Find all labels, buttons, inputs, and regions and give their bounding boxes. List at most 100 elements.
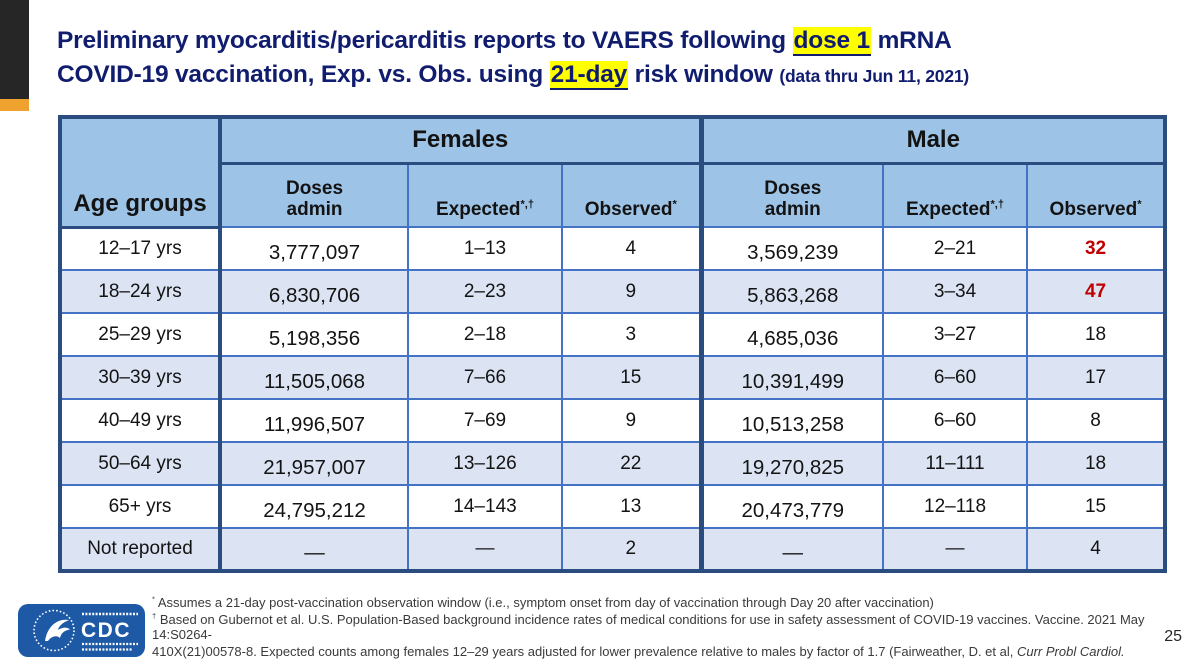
male-expected-cell: 3–34 [882,269,1029,314]
table-row: Not reported — — 2 — — 4 [59,527,1167,572]
vaers-table: Age groups Females Male Doses admin Expec… [58,115,1168,573]
page-number: 25 [1164,628,1182,645]
table-row: 50–64 yrs 21,957,007 13–126 22 19,270,82… [59,441,1167,486]
age-cell: Not reported [59,527,222,572]
male-observed-cell: 18 [1026,441,1167,486]
male-doses-admin-header: Doses admin [700,162,885,228]
male-doses-cell: 3,569,239 [700,226,885,271]
age-cell: 12–17 yrs [59,226,222,271]
age-cell: 65+ yrs [59,484,222,529]
females-observed-cell: 13 [560,484,704,529]
table-row: 25–29 yrs 5,198,356 2–18 3 4,685,036 3–2… [59,312,1167,357]
male-doses-cell: 19,270,825 [700,441,885,486]
females-expected-cell: 2–23 [407,269,563,314]
male-doses-cell: 4,685,036 [700,312,885,357]
title-line-2: COVID-19 vaccination, Exp. vs. Obs. usin… [57,58,1177,93]
slide-title: Preliminary myocarditis/pericarditis rep… [57,24,1177,93]
footnote-2-text: Based on Gubernot et al. U.S. Population… [152,611,1145,643]
observed-header-sup: * [1137,198,1142,211]
females-observed-cell: 3 [560,312,704,357]
footnotes: * Assumes a 21-day post-vaccination obse… [152,595,1152,660]
females-group-header: Females [218,116,704,165]
footnote-2-line-2: 410X(21)00578-8. Expected counts among f… [152,644,1152,660]
title-text: risk window [628,61,780,88]
male-expected-cell: — [882,527,1029,572]
cdc-logo-text: CDC [81,619,131,642]
male-observed-cell: 4 [1026,527,1167,572]
cdc-logo: CDC [18,604,145,657]
male-observed-cell: 8 [1026,398,1167,443]
title-date-note: (data thru Jun 11, 2021) [779,66,970,86]
females-doses-cell: 5,198,356 [219,312,409,357]
females-expected-cell: 2–18 [407,312,563,357]
doses-header-line2: admin [764,199,821,220]
age-groups-header: Age groups [59,116,222,229]
title-line-1: Preliminary myocarditis/pericarditis rep… [57,24,1177,58]
table-row: 12–17 yrs 3,777,097 1–13 4 3,569,239 2–2… [59,226,1167,271]
females-doses-cell: 21,957,007 [219,441,409,486]
male-observed-cell: 18 [1026,312,1167,357]
females-expected-header: Expected*,† [407,162,563,228]
observed-header-label: Observed [584,199,673,220]
expected-header-label: Expected [906,199,991,220]
slide-edge-bar-black [0,0,29,99]
footnote-2-text-continued: 410X(21)00578-8. Expected counts among f… [152,643,1017,659]
highlight-dose-1: dose 1 [792,27,871,56]
title-text: COVID-19 vaccination, Exp. vs. Obs. usin… [57,61,550,88]
vaers-table-container: Age groups Females Male Doses admin Expec… [58,115,1168,573]
highlight-21-day: 21-day [549,61,629,90]
male-expected-cell: 6–60 [882,355,1029,400]
doses-header-line1: Doses [764,178,822,199]
table-row: 65+ yrs 24,795,212 14–143 13 20,473,779 … [59,484,1167,529]
age-cell: 40–49 yrs [59,398,222,443]
age-cell: 18–24 yrs [59,269,222,314]
table-row: 18–24 yrs 6,830,706 2–23 9 5,863,268 3–3… [59,269,1167,314]
footnote-2-line-1: † Based on Gubernot et al. U.S. Populati… [152,612,1152,643]
male-expected-header: Expected*,† [882,162,1029,228]
females-observed-cell: 9 [560,398,704,443]
male-expected-cell: 12–118 [882,484,1029,529]
females-observed-cell: 9 [560,269,704,314]
hhs-eagle-icon [45,619,70,641]
females-expected-cell: — [407,527,563,572]
females-expected-cell: 7–69 [407,398,563,443]
expected-header-sup: *,† [520,198,534,211]
male-observed-cell: 17 [1026,355,1167,400]
females-observed-cell: 15 [560,355,704,400]
females-observed-header: Observed* [560,162,704,228]
title-text: Preliminary myocarditis/pericarditis rep… [57,27,793,54]
females-expected-cell: 14–143 [407,484,563,529]
footnote-journal-name: Curr Probl Cardiol. [1016,643,1125,659]
doses-header-line2: admin [286,199,343,220]
table-group-header-row: Age groups Females Male [59,116,1167,229]
age-cell: 25–29 yrs [59,312,222,357]
male-doses-cell: 5,863,268 [700,269,885,314]
male-expected-cell: 6–60 [882,398,1029,443]
females-observed-cell: 22 [560,441,704,486]
females-doses-cell: — [219,527,409,572]
females-expected-cell: 1–13 [407,226,563,271]
footnote-1: * Assumes a 21-day post-vaccination obse… [152,595,1152,611]
male-group-header: Male [700,116,1167,165]
male-expected-cell: 2–21 [882,226,1029,271]
male-observed-cell: 47 [1026,269,1167,314]
females-observed-cell: 4 [560,226,704,271]
observed-header-sup: * [672,198,677,211]
females-doses-cell: 3,777,097 [219,226,409,271]
expected-header-sup: *,† [990,198,1004,211]
table-row: 40–49 yrs 11,996,507 7–69 9 10,513,258 6… [59,398,1167,443]
title-text: mRNA [870,27,952,54]
male-expected-cell: 11–111 [882,441,1029,486]
table-row: 30–39 yrs 11,505,068 7–66 15 10,391,499 … [59,355,1167,400]
male-observed-header: Observed* [1026,162,1167,228]
females-doses-admin-header: Doses admin [219,162,409,228]
females-doses-cell: 11,505,068 [219,355,409,400]
expected-header-label: Expected [436,199,521,220]
observed-header-label: Observed [1049,199,1138,220]
age-cell: 50–64 yrs [59,441,222,486]
females-doses-cell: 24,795,212 [219,484,409,529]
male-observed-cell: 32 [1026,226,1167,271]
doses-header-line1: Doses [285,178,344,199]
age-cell: 30–39 yrs [59,355,222,400]
